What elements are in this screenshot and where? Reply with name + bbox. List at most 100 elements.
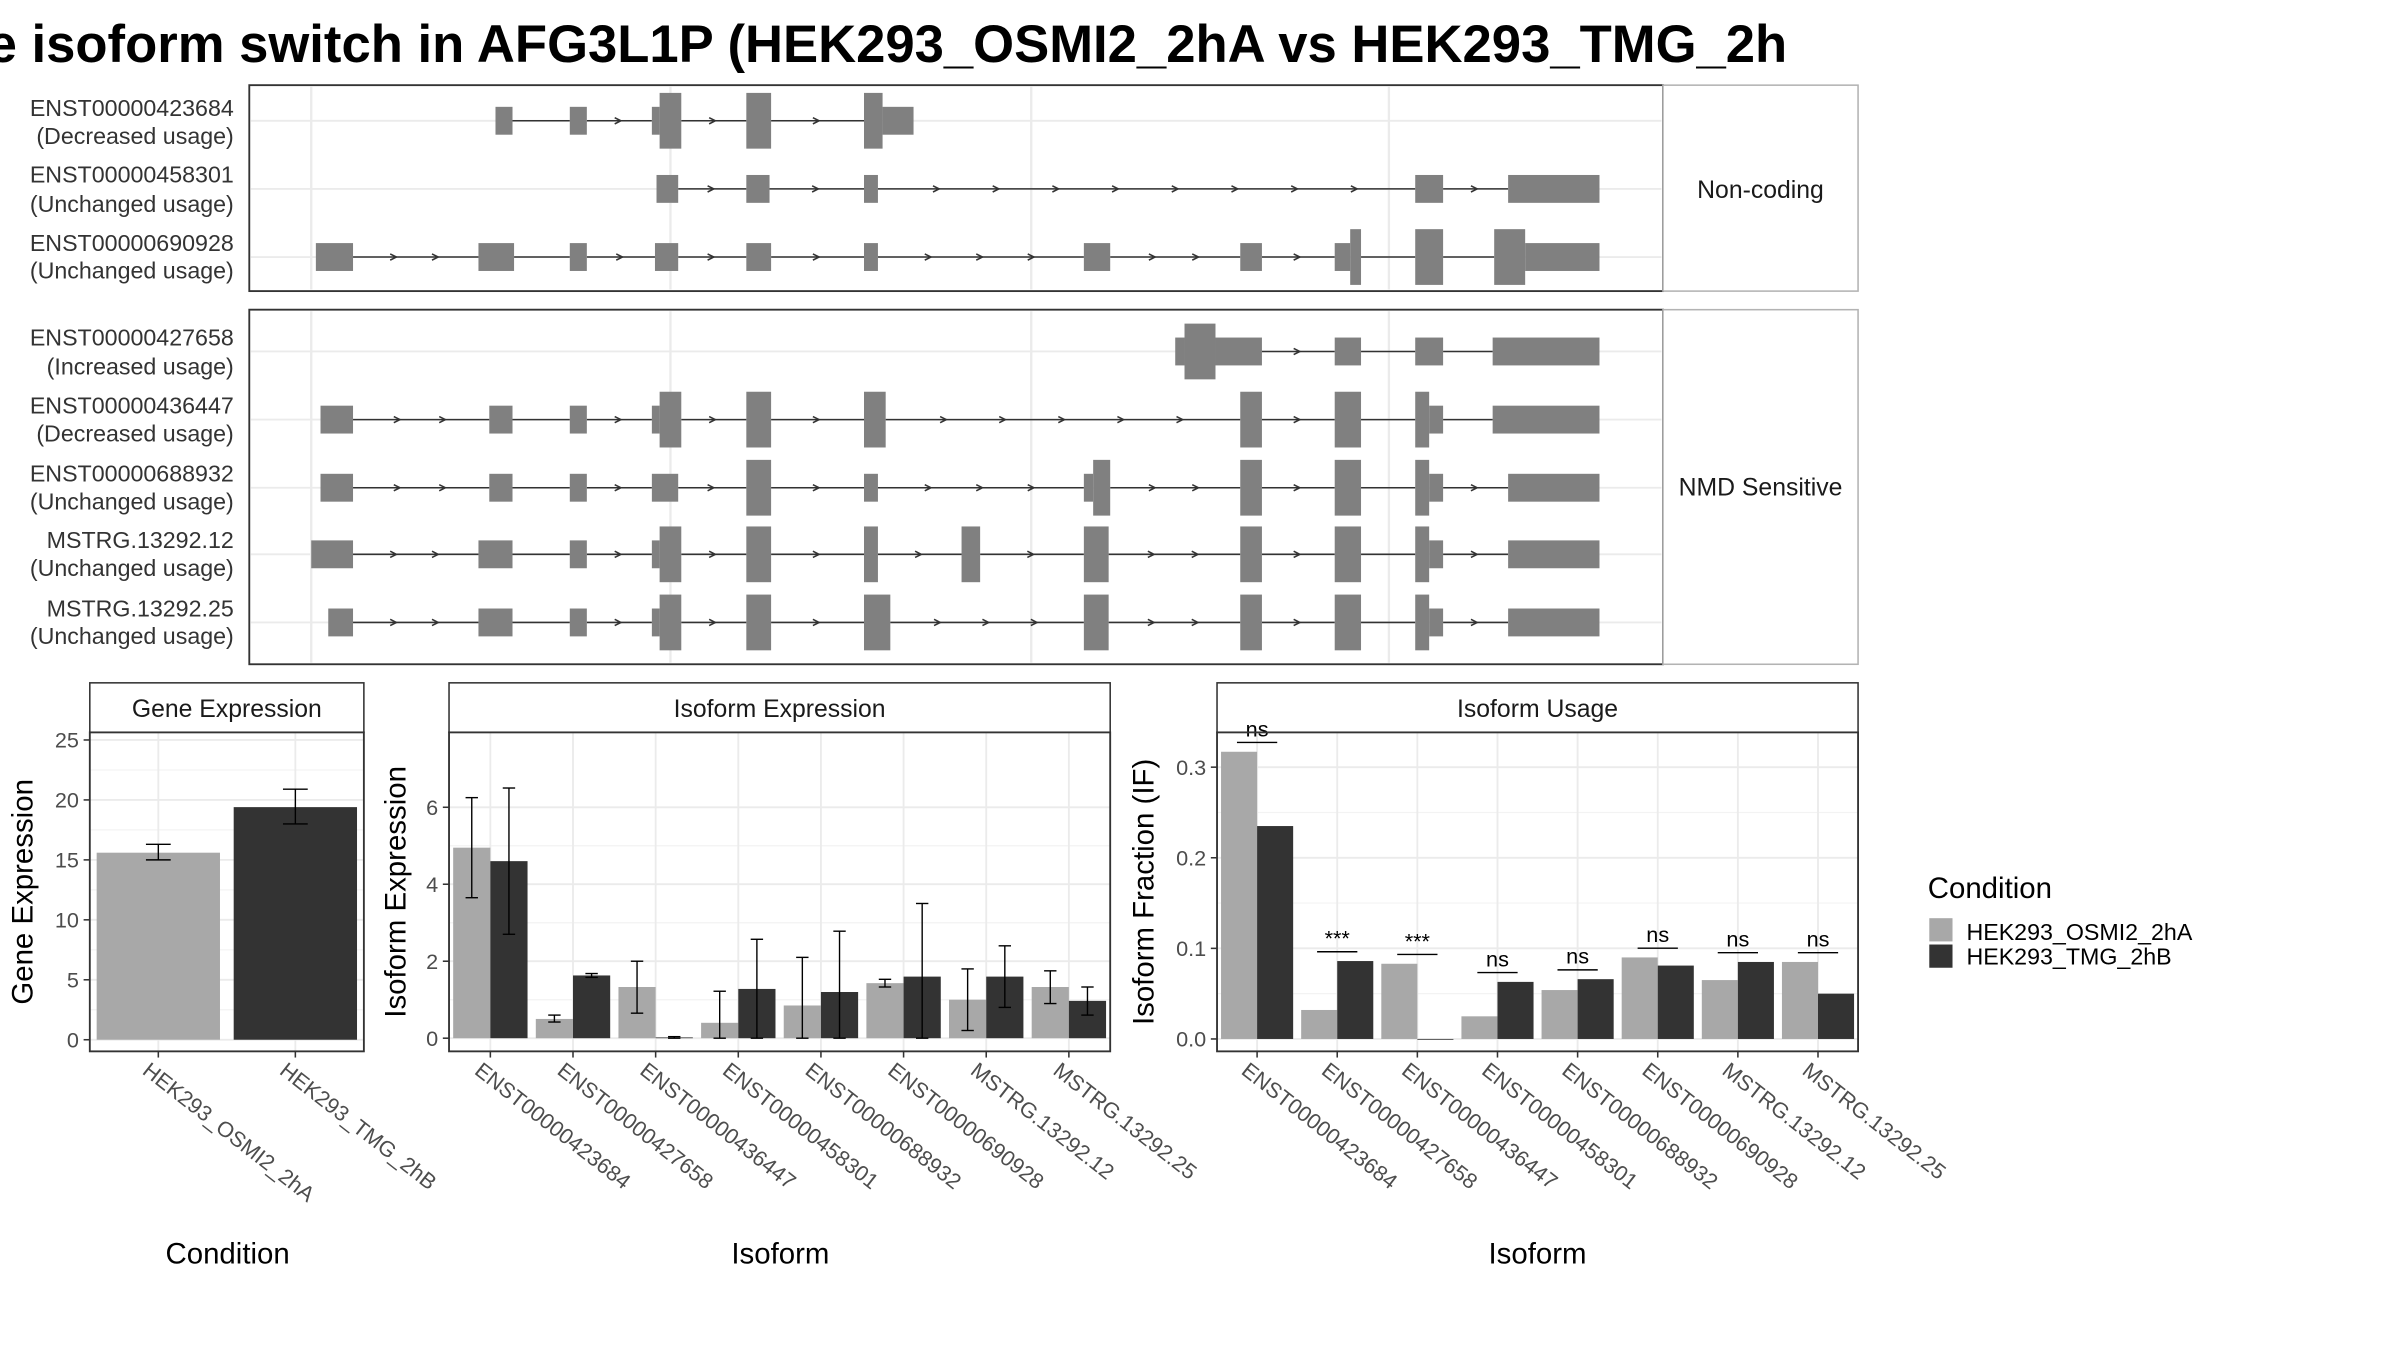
transcript-tracks <box>311 92 1600 651</box>
bar <box>1381 963 1418 1039</box>
intron-arrow <box>914 550 924 559</box>
y-tick-label: 20 <box>55 788 79 813</box>
intron-arrow <box>1470 550 1479 559</box>
intron-arrow <box>1470 483 1479 492</box>
y-tick-label: 5 <box>67 968 79 993</box>
intron-arrow <box>614 618 623 627</box>
exon-block <box>746 526 772 583</box>
significance-label: *** <box>1405 928 1431 953</box>
isoform-label-usage: (Decreased usage) <box>36 123 233 149</box>
intron-arrow <box>1293 550 1302 559</box>
structure-strip-noncoding <box>1662 84 1859 292</box>
x-tick-label: MSTRG.13292.25 <box>1798 1057 1951 1184</box>
significance-label: ns <box>1807 926 1830 951</box>
exon-block <box>320 405 354 434</box>
intron-arrow <box>1147 618 1156 627</box>
exon-block <box>1334 459 1362 516</box>
intron-arrow <box>924 253 933 261</box>
intron-arrow <box>1027 550 1036 559</box>
legend-label-osmi2: HEK293_OSMI2_2hA <box>1966 919 2192 945</box>
exon-block <box>1429 405 1444 434</box>
exon-block <box>1240 391 1262 448</box>
intron-arrow <box>615 253 625 261</box>
intron-arrow <box>1191 618 1200 627</box>
plot-border <box>88 731 365 1053</box>
exon-block <box>654 243 679 271</box>
exon-block <box>1240 594 1262 651</box>
intron-arrow <box>975 483 985 492</box>
intron-arrow <box>1293 618 1302 627</box>
bar <box>1461 1016 1498 1039</box>
exon-block <box>569 243 587 271</box>
isoform-label-id: MSTRG.13292.25 <box>47 595 234 621</box>
intron-arrow <box>1293 483 1302 492</box>
gene-expression-title: Gene Expression <box>132 696 322 723</box>
exon-block <box>651 608 660 637</box>
legend-swatch-osmi2 <box>1929 918 1953 942</box>
intron-arrow <box>939 415 949 424</box>
isoform-label-usage: (Unchanged usage) <box>30 258 234 284</box>
exon-block <box>489 405 513 434</box>
intron-arrow <box>982 618 991 627</box>
figure-title: e isoform switch in AFG3L1P (HEK293_OSMI… <box>0 15 1787 74</box>
y-tick-label: 4 <box>426 872 438 897</box>
exon-block <box>864 92 883 149</box>
isoform-label-id: ENST00000458301 <box>30 162 234 188</box>
exon-block <box>569 608 587 637</box>
intron-arrow <box>932 185 941 193</box>
x-tick-label: MSTRG.13292.25 <box>1049 1057 1202 1184</box>
isoform-label-id: ENST00000688932 <box>30 461 234 487</box>
intron-arrow <box>1030 618 1039 627</box>
exon-block <box>1525 243 1600 271</box>
isoform-label-usage: (Unchanged usage) <box>30 623 234 649</box>
y-tick-label: 0 <box>67 1027 79 1052</box>
exon-block <box>1415 174 1444 203</box>
bar <box>866 983 904 1039</box>
isoform-label-usage: (Unchanged usage) <box>30 191 234 217</box>
exon-block <box>882 106 914 135</box>
exon-block <box>1494 229 1526 285</box>
intron-arrow <box>707 253 716 261</box>
isoform-usage-strip <box>1216 682 1859 734</box>
intron-arrow <box>1293 415 1302 424</box>
bar <box>1621 957 1658 1039</box>
structure-strip-nmd <box>1662 308 1859 666</box>
intron-arrow <box>1231 185 1240 193</box>
intron-arrow <box>1117 415 1126 424</box>
exon-block <box>746 92 772 149</box>
exon-block <box>1429 473 1444 502</box>
exon-block <box>315 243 354 271</box>
exon-block <box>651 473 679 502</box>
exon-block <box>746 174 770 203</box>
exon-block <box>1240 526 1262 583</box>
exon-block <box>569 540 587 569</box>
bar <box>1701 980 1738 1039</box>
isoform-label-usage: (Unchanged usage) <box>30 555 234 581</box>
exon-block <box>569 405 587 434</box>
exon-block <box>1415 391 1430 448</box>
intron-arrow <box>975 253 985 261</box>
intron-arrow <box>1057 415 1067 424</box>
intron-arrow <box>708 550 718 559</box>
intron-arrow <box>393 415 402 424</box>
exon-block <box>746 594 772 651</box>
exon-block <box>478 243 515 271</box>
intron-arrow <box>431 253 440 261</box>
intron-arrow <box>998 415 1008 424</box>
bar <box>1497 981 1534 1039</box>
bar <box>233 807 358 1040</box>
exon-block <box>1334 391 1362 448</box>
exon-block <box>864 243 878 271</box>
intron-arrow <box>992 185 1001 193</box>
significance-label: ns <box>1646 922 1669 947</box>
y-tick-label: 10 <box>55 908 79 933</box>
intron-arrow <box>1111 185 1121 193</box>
exon-block <box>1508 608 1600 637</box>
exon-block <box>569 473 587 502</box>
significance-label: ns <box>1566 944 1589 969</box>
exon-block <box>1492 405 1600 434</box>
exon-block <box>1083 473 1094 502</box>
intron-arrow <box>812 618 821 627</box>
exon-block <box>864 473 878 502</box>
